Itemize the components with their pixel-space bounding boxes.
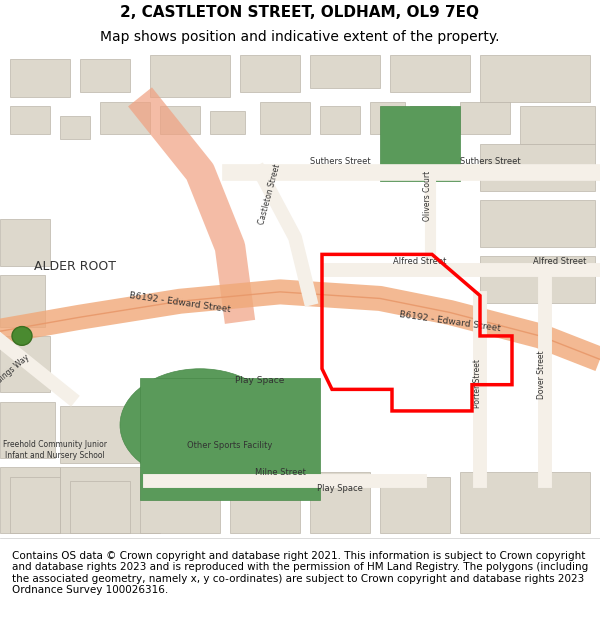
Bar bbox=[60, 116, 90, 139]
Text: Contains OS data © Crown copyright and database right 2021. This information is : Contains OS data © Crown copyright and d… bbox=[12, 551, 588, 596]
Text: Alfred Street: Alfred Street bbox=[394, 257, 446, 266]
Circle shape bbox=[12, 326, 32, 345]
Bar bbox=[320, 106, 360, 134]
Bar bbox=[140, 378, 320, 500]
Bar bbox=[0, 468, 60, 532]
Text: Suthers Street: Suthers Street bbox=[310, 158, 370, 166]
Bar bbox=[230, 476, 300, 532]
Bar bbox=[140, 472, 220, 532]
Bar bbox=[60, 406, 140, 462]
Bar bbox=[460, 101, 510, 134]
Text: Castleton Street: Castleton Street bbox=[257, 163, 283, 226]
Bar bbox=[460, 472, 590, 532]
Text: Play Space: Play Space bbox=[235, 376, 284, 385]
Bar bbox=[380, 106, 460, 181]
Bar bbox=[10, 106, 50, 134]
Text: B6192 - Edward Street: B6192 - Edward Street bbox=[399, 310, 501, 333]
Bar bbox=[10, 476, 60, 532]
Text: Play Space: Play Space bbox=[317, 484, 363, 492]
Bar bbox=[10, 59, 70, 97]
Text: Milne Street: Milne Street bbox=[254, 468, 305, 477]
Text: Alfred Street: Alfred Street bbox=[533, 257, 587, 266]
Bar bbox=[80, 59, 130, 92]
Ellipse shape bbox=[120, 369, 280, 481]
Bar bbox=[480, 256, 595, 303]
Bar bbox=[210, 111, 245, 134]
Text: B6192 - Edward Street: B6192 - Edward Street bbox=[129, 291, 231, 314]
Bar bbox=[160, 106, 200, 134]
Text: 2, CASTLETON STREET, OLDHAM, OL9 7EQ: 2, CASTLETON STREET, OLDHAM, OL9 7EQ bbox=[121, 5, 479, 20]
Text: Freehold Community Junior
Infant and Nursery School: Freehold Community Junior Infant and Nur… bbox=[3, 441, 107, 460]
Bar bbox=[260, 101, 310, 134]
Bar bbox=[310, 472, 370, 532]
Bar bbox=[70, 481, 130, 532]
Text: Suthers Street: Suthers Street bbox=[460, 158, 520, 166]
Text: Dover Street: Dover Street bbox=[538, 350, 547, 399]
Bar bbox=[0, 401, 55, 458]
Bar bbox=[370, 101, 405, 134]
Text: Olivers Court: Olivers Court bbox=[422, 171, 431, 221]
Bar bbox=[480, 144, 595, 191]
Bar bbox=[240, 54, 300, 92]
Bar bbox=[520, 106, 595, 144]
Bar bbox=[310, 54, 380, 88]
Text: Other Sports Facility: Other Sports Facility bbox=[187, 441, 272, 451]
Bar bbox=[480, 54, 590, 101]
Bar bbox=[390, 54, 470, 92]
Bar bbox=[60, 468, 160, 532]
Text: Ridings Way: Ridings Way bbox=[0, 352, 31, 389]
Bar bbox=[150, 54, 230, 97]
Bar bbox=[410, 106, 450, 134]
Bar bbox=[0, 275, 45, 326]
Bar bbox=[380, 476, 450, 532]
Text: Porter Street: Porter Street bbox=[473, 359, 482, 408]
Bar bbox=[0, 336, 50, 392]
Bar bbox=[480, 200, 595, 247]
Bar bbox=[100, 101, 150, 134]
Text: ALDER ROOT: ALDER ROOT bbox=[34, 260, 116, 273]
Bar bbox=[0, 219, 50, 266]
Text: Map shows position and indicative extent of the property.: Map shows position and indicative extent… bbox=[100, 31, 500, 44]
